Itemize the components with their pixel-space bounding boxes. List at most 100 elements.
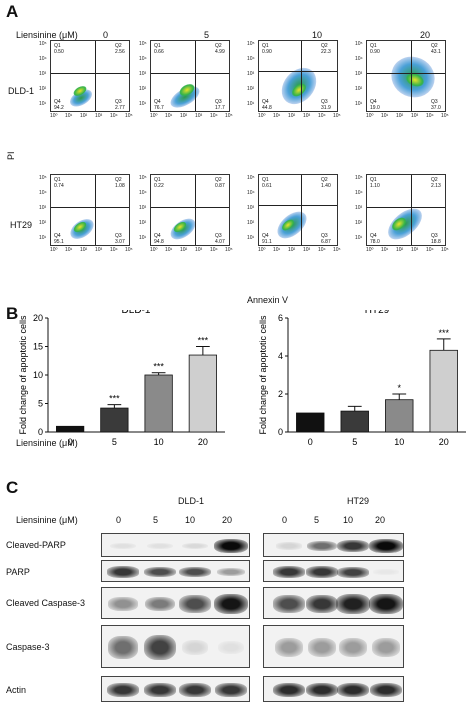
band-lane-20 (214, 682, 248, 698)
facs-y-tick: 10¹ (39, 235, 47, 241)
quadrant-gate-vertical (95, 41, 96, 111)
band-lane-20 (214, 593, 248, 615)
y-tick-label: 2 (278, 389, 283, 399)
y-axis-label: Fold change of apoptotic cells (18, 315, 28, 435)
facs-x-tick: 10⁵ (125, 113, 133, 119)
facs-x-tick: 10⁴ (110, 247, 118, 253)
facs-x-tick: 10⁰ (366, 113, 374, 119)
band-lane-5 (145, 596, 175, 612)
facs-x-tick: 10⁴ (318, 247, 326, 253)
quadrant-q1-value: Q1 0.61 (262, 177, 272, 189)
quadrant-gate-horizontal (259, 205, 337, 206)
band-lane-10 (178, 682, 212, 698)
facs-x-tick: 10¹ (65, 247, 73, 253)
band-lane-10 (179, 595, 211, 613)
bar-0 (56, 425, 85, 433)
quadrant-gate-horizontal (367, 73, 445, 74)
panel-b-treatment-label: Liensinine (μM) (16, 438, 78, 448)
facs-x-tick: 10⁰ (150, 113, 158, 119)
facs-plot-dld-1-20: Q1 0.90 Q2 43.1 Q4 19.0 Q3 37.0 (366, 40, 446, 112)
band-lane-20 (372, 569, 400, 575)
quadrant-q2-value: Q2 2.13 (431, 177, 441, 189)
facs-x-tick: 10⁰ (366, 247, 374, 253)
facs-y-tick: 10² (139, 86, 147, 92)
facs-x-tick: 10³ (195, 113, 203, 119)
band-lane-20 (369, 682, 403, 698)
band-lane-0 (106, 566, 140, 578)
wb-dld1-title: DLD-1 (178, 496, 205, 506)
facs-y-tick: 10⁴ (39, 56, 47, 62)
wb-ht29-conc-5: 5 (314, 515, 320, 525)
wb-dld1-conc-0: 0 (116, 515, 122, 525)
facs-x-tick: 10¹ (65, 113, 73, 119)
bar-20 (429, 349, 458, 433)
facs-x-tick: 10⁵ (333, 113, 341, 119)
quadrant-q1-value: Q1 0.22 (154, 177, 164, 189)
band-lane-0 (273, 595, 305, 613)
quadrant-gate-horizontal (367, 207, 445, 208)
quadrant-q2-value: Q2 43.1 (431, 43, 441, 55)
blot-dld1-cleaved-parp (101, 533, 250, 557)
quadrant-q3-value: Q3 6.87 (321, 233, 331, 245)
blot-dld1-parp (101, 560, 250, 582)
band-lane-10 (338, 638, 368, 657)
facs-x-tick: 10³ (303, 113, 311, 119)
facs-x-tick: 10³ (95, 247, 103, 253)
x-tick-label: 5 (112, 437, 117, 447)
quadrant-gate-vertical (411, 175, 412, 245)
facs-y-tick: 10⁵ (355, 41, 363, 47)
blot-ht29-cleaved-parp (263, 533, 404, 557)
facs-y-tick: 10⁵ (139, 41, 147, 47)
blot-dld1-caspase-3 (101, 625, 250, 668)
x-tick-label: 20 (439, 437, 449, 447)
quadrant-gate-vertical (195, 175, 196, 245)
facs-x-tick: 10⁵ (333, 247, 341, 253)
facs-plot-dld-1-0: Q1 0.50 Q2 2.56 Q4 94.2 Q3 2.77 (50, 40, 130, 112)
band-lane-5 (144, 566, 176, 578)
quadrant-q3-value: Q3 2.77 (115, 99, 125, 111)
band-lane-10 (336, 682, 370, 698)
quadrant-q2-value: Q2 1.40 (321, 177, 331, 189)
facs-y-tick: 10¹ (355, 235, 363, 241)
facs-y-tick: 10⁴ (139, 190, 147, 196)
quadrant-q4-value: Q4 76.7 (154, 99, 164, 111)
y-tick-label: 20 (33, 313, 43, 323)
blot-ht29-parp (263, 560, 404, 582)
bar-5 (340, 410, 369, 433)
facs-x-tick: 10⁴ (426, 247, 434, 253)
x-tick-label: 10 (154, 437, 164, 447)
quadrant-q1-value: Q1 0.50 (54, 43, 64, 55)
facs-x-tick: 10⁵ (225, 113, 233, 119)
quadrant-q3-value: Q3 31.9 (321, 99, 331, 111)
facs-y-tick: 10⁴ (39, 190, 47, 196)
band-lane-0 (107, 636, 139, 659)
facs-x-tick: 10² (80, 247, 88, 253)
facs-x-tick: 10⁴ (318, 113, 326, 119)
band-lane-10 (337, 566, 369, 578)
quadrant-q4-value: Q4 91.1 (262, 233, 272, 245)
x-axis-annexin: Annexin V (247, 295, 289, 305)
facs-y-tick: 10² (247, 86, 255, 92)
facs-x-tick: 10³ (411, 247, 419, 253)
facs-x-tick: 10² (80, 113, 88, 119)
facs-x-tick: 10³ (411, 113, 419, 119)
quadrant-q3-value: Q3 18.8 (431, 233, 441, 245)
band-lane-20 (216, 567, 246, 577)
quadrant-gate-horizontal (51, 73, 129, 74)
facs-x-tick: 10² (288, 247, 296, 253)
band-lane-5 (144, 634, 176, 661)
quadrant-q4-value: Q4 94.2 (54, 99, 64, 111)
facs-y-tick: 10⁵ (247, 175, 255, 181)
band-lane-0 (275, 542, 303, 550)
facs-plot-ht29-0: Q1 0.74 Q2 1.08 Q4 95.1 Q3 3.07 (50, 174, 130, 246)
quadrant-q3-value: Q3 17.7 (215, 99, 225, 111)
panel-a-conc-5: 5 (204, 30, 210, 40)
facs-x-tick: 10⁰ (258, 113, 266, 119)
facs-y-tick: 10¹ (39, 101, 47, 107)
facs-y-tick: 10³ (139, 71, 147, 77)
quadrant-gate-vertical (195, 41, 196, 111)
quadrant-q1-value: Q1 0.66 (154, 43, 164, 55)
significance-marker: *** (198, 336, 209, 346)
facs-x-tick: 10⁴ (210, 247, 218, 253)
